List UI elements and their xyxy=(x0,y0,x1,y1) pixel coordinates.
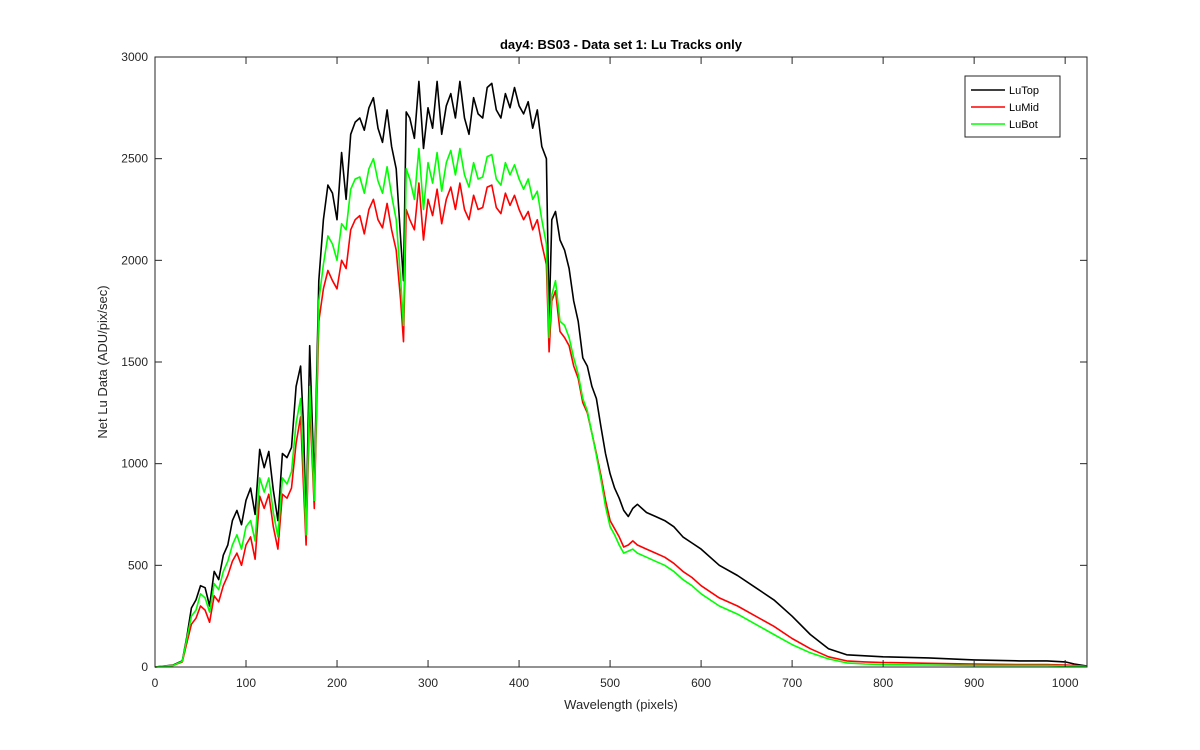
x-tick-label: 300 xyxy=(418,676,438,690)
axis-layer: 0 100 200 300 400 500 600 700 800 900 1000 0 500 1000… xyxy=(121,50,1087,690)
y-tick-label: 0 xyxy=(141,660,148,674)
y-axis-label: Net Lu Data (ADU/pix/sec) xyxy=(95,285,110,438)
y-tick-label: 2500 xyxy=(121,152,148,166)
plot-area xyxy=(155,57,1087,667)
y-tick-label: 2000 xyxy=(121,253,148,267)
x-tick-label: 1000 xyxy=(1052,676,1079,690)
y-tick-label: 500 xyxy=(128,558,148,572)
y-tick-label: 1500 xyxy=(121,355,148,369)
x-tick-label: 800 xyxy=(873,676,893,690)
x-tick-label: 600 xyxy=(691,676,711,690)
series-line-lutop xyxy=(154,80,1088,668)
series-line-lumid xyxy=(154,182,1088,668)
chart-title: day4: BS03 - Data set 1: Lu Tracks only xyxy=(500,37,743,52)
x-tick-label: 500 xyxy=(600,676,620,690)
y-tick-label: 1000 xyxy=(121,457,148,471)
series-layer xyxy=(154,80,1088,668)
x-tick-label: 700 xyxy=(782,676,802,690)
y-tick-label: 3000 xyxy=(121,50,148,64)
x-tick-label: 900 xyxy=(964,676,984,690)
x-tick-label: 200 xyxy=(327,676,347,690)
series-line-lubot xyxy=(154,147,1088,668)
x-tick-label: 0 xyxy=(152,676,159,690)
legend-label-lumid: LuMid xyxy=(1009,102,1039,114)
legend-label-lutop: LuTop xyxy=(1009,85,1039,97)
legend-label-lubot: LuBot xyxy=(1009,119,1038,131)
x-axis-label: Wavelength (pixels) xyxy=(564,697,678,712)
x-tick-label: 400 xyxy=(509,676,529,690)
legend: LuTop LuMid LuBot xyxy=(964,75,1061,138)
x-tick-label: 100 xyxy=(236,676,256,690)
